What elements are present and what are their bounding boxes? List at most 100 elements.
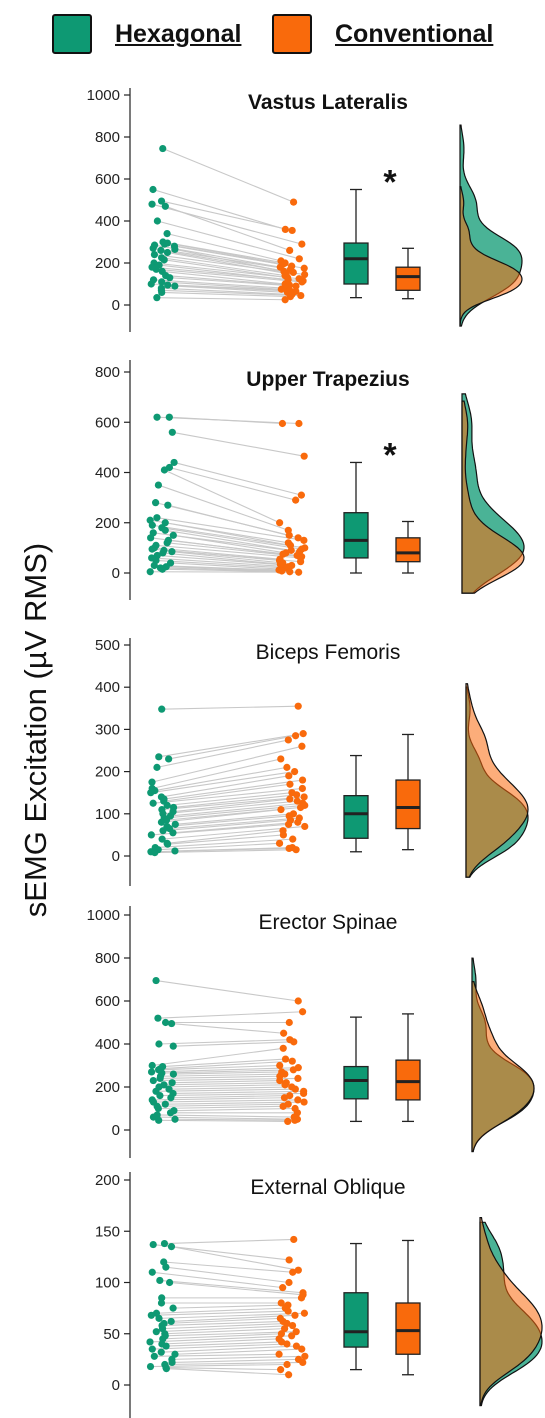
- pair-line: [161, 289, 301, 297]
- y-tick-label: 400: [95, 679, 120, 696]
- data-point-conventional: [294, 1266, 302, 1274]
- pair-line: [158, 484, 289, 531]
- data-point-hexagonal: [152, 976, 160, 985]
- data-point-hexagonal: [160, 240, 169, 248]
- pair-line: [163, 819, 291, 832]
- data-point-conventional: [279, 831, 287, 839]
- pair-line: [170, 562, 283, 570]
- data-point-hexagonal: [155, 1040, 163, 1048]
- data-point-hexagonal: [146, 1338, 154, 1346]
- data-point-hexagonal: [148, 778, 156, 786]
- pair-line: [160, 1060, 293, 1070]
- data-point-hexagonal: [162, 1263, 170, 1271]
- data-point-hexagonal: [168, 1358, 176, 1367]
- pair-line: [152, 1271, 283, 1289]
- data-point-conventional: [278, 567, 286, 575]
- data-point-hexagonal: [160, 466, 169, 474]
- data-point-conventional: [290, 1235, 298, 1244]
- data-point-conventional: [276, 519, 284, 527]
- pair-line: [175, 813, 294, 825]
- data-point-hexagonal: [153, 217, 161, 225]
- y-tick-label: 0: [112, 1377, 120, 1394]
- data-point-conventional: [286, 293, 295, 301]
- data-point-conventional: [285, 1256, 293, 1264]
- density-conventional: [465, 683, 529, 878]
- pair-line: [169, 1281, 304, 1296]
- density-conventional: [471, 980, 535, 1153]
- pair-line: [162, 1333, 282, 1340]
- data-point-conventional: [288, 1057, 296, 1065]
- box-conventional: [395, 537, 421, 563]
- data-point-conventional: [295, 419, 303, 428]
- panel-title: Upper Trapezius: [246, 368, 409, 391]
- data-point-hexagonal: [147, 534, 155, 542]
- pair-line: [159, 1279, 304, 1294]
- data-point-hexagonal: [148, 1061, 156, 1070]
- pair-line: [162, 1320, 284, 1327]
- pair-line: [169, 817, 300, 830]
- data-point-hexagonal: [169, 531, 177, 539]
- data-point-hexagonal: [167, 1243, 176, 1251]
- pair-line: [152, 266, 304, 282]
- data-point-conventional: [298, 240, 306, 248]
- data-point-hexagonal: [168, 1079, 176, 1087]
- box-hexagonal: [343, 795, 369, 839]
- data-point-conventional: [284, 736, 292, 744]
- pair-line: [169, 1086, 292, 1090]
- data-point-hexagonal: [169, 1070, 178, 1078]
- y-tick-label: 400: [95, 1036, 120, 1053]
- box-hexagonal: [343, 1065, 369, 1100]
- data-point-hexagonal: [157, 246, 165, 254]
- data-point-hexagonal: [155, 1314, 163, 1322]
- data-point-conventional: [291, 1116, 299, 1124]
- pair-line: [169, 466, 296, 501]
- data-point-hexagonal: [167, 1317, 175, 1326]
- pair-line: [151, 1310, 289, 1316]
- data-point-conventional: [285, 531, 293, 539]
- data-point-hexagonal: [168, 428, 176, 436]
- data-point-conventional: [293, 797, 301, 805]
- data-point-conventional: [281, 1081, 289, 1089]
- data-point-hexagonal: [147, 1068, 156, 1076]
- pair-line: [173, 1304, 288, 1309]
- legend-swatch-conventional: [272, 14, 312, 54]
- pair-line: [162, 270, 286, 285]
- data-point-hexagonal: [171, 282, 179, 290]
- data-point-conventional: [285, 1371, 293, 1379]
- box-conventional: [395, 779, 421, 830]
- data-point-conventional: [298, 784, 306, 793]
- data-point-conventional: [300, 1309, 309, 1317]
- data-point-hexagonal: [150, 1352, 158, 1360]
- data-point-hexagonal: [158, 565, 167, 573]
- data-point-hexagonal: [167, 1019, 176, 1028]
- pair-line: [172, 821, 298, 834]
- pair-line: [156, 739, 289, 768]
- data-point-hexagonal: [161, 1018, 170, 1027]
- pair-line: [166, 233, 282, 262]
- data-point-conventional: [281, 1055, 290, 1063]
- data-point-conventional: [292, 846, 300, 854]
- pair-line: [163, 1082, 287, 1086]
- pair-line: [150, 571, 299, 573]
- pair-line: [150, 771, 295, 794]
- pair-line: [171, 551, 283, 564]
- pair-line: [162, 1322, 288, 1330]
- pair-line: [171, 1314, 295, 1322]
- data-point-conventional: [288, 1321, 297, 1330]
- pair-line: [171, 1355, 305, 1360]
- pair-line: [166, 566, 282, 572]
- pair-line: [156, 268, 303, 283]
- pair-line: [157, 554, 292, 567]
- data-point-hexagonal: [146, 568, 154, 576]
- pair-line: [156, 517, 304, 541]
- data-point-conventional: [284, 820, 293, 828]
- pair-line: [156, 297, 286, 301]
- pair-line: [166, 815, 290, 828]
- data-point-hexagonal: [148, 545, 156, 553]
- data-point-conventional: [291, 1085, 299, 1093]
- data-point-hexagonal: [150, 561, 158, 570]
- data-point-conventional: [296, 803, 305, 812]
- data-point-hexagonal: [152, 265, 160, 273]
- data-point-hexagonal: [157, 197, 166, 205]
- pair-line: [149, 1335, 292, 1343]
